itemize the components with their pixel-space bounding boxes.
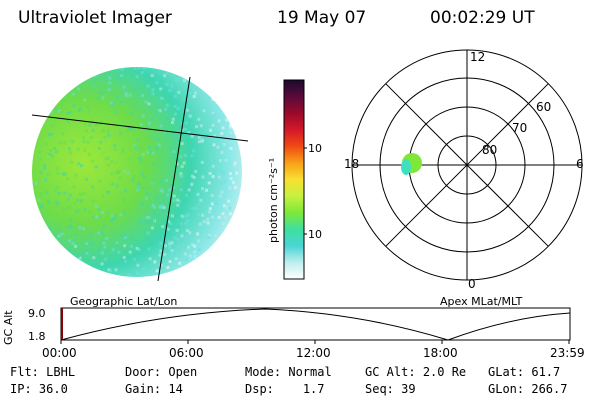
status-glat: GLat: 61.7 [488, 365, 561, 379]
status-gain: Gain: 14 [125, 382, 183, 396]
status-ip: IP: 36.0 [10, 382, 68, 396]
mlat-label-80: 80 [482, 143, 497, 157]
colorbar-unit-label: photon cm⁻²s⁻¹ [267, 158, 280, 243]
status-seq: Seq: 39 [365, 382, 416, 396]
geographic-image [31, 67, 249, 282]
mlt-label-12: 12 [470, 50, 485, 64]
mlt-label-6: 6 [576, 157, 584, 171]
timeline-axis-label: GC Alt [2, 310, 15, 345]
status-mode: Mode: Normal [245, 365, 332, 379]
status-glon: GLon: 266.7 [488, 382, 568, 396]
altitude-timeline: GC Alt 9.0 1.8 00:00 06:00 12:00 18:00 2… [2, 307, 585, 360]
time-label: 00:02:29 UT [430, 8, 535, 28]
status-dsp: Dsp: 1.7 [245, 382, 325, 396]
mlt-label-0: 0 [468, 277, 476, 290]
mlat-label-60: 60 [536, 100, 551, 114]
status-door: Door: Open [125, 365, 198, 379]
instrument-title: Ultraviolet Imager [18, 8, 172, 28]
date-label: 19 May 07 [277, 8, 367, 28]
colorbar-tick-10: 10 [308, 228, 322, 241]
status-flt: Flt: LBHL [10, 365, 76, 379]
timeline-left-title: Geographic Lat/Lon [70, 295, 178, 308]
x-tick-0000: 00:00 [42, 346, 77, 360]
x-tick-0600: 06:00 [169, 346, 204, 360]
x-tick-1800: 18:00 [423, 346, 458, 360]
timeline-right-title: Apex MLat/MLT [440, 295, 523, 308]
y-tick-1-8: 1.8 [28, 330, 46, 343]
colorbar-tick-100: 100 [308, 142, 322, 155]
mlat-label-70: 70 [512, 121, 527, 135]
status-gc-alt: GC Alt: 2.0 Re [365, 365, 467, 379]
y-tick-9: 9.0 [28, 307, 46, 320]
colorbar: 100 10 photon cm⁻²s⁻¹ [267, 79, 322, 280]
polar-plot: 12 0 18 6 60 70 80 [344, 49, 584, 290]
x-tick-1200: 12:00 [296, 346, 331, 360]
mlt-label-18: 18 [344, 157, 359, 171]
x-tick-2359: 23:59 [550, 346, 585, 360]
